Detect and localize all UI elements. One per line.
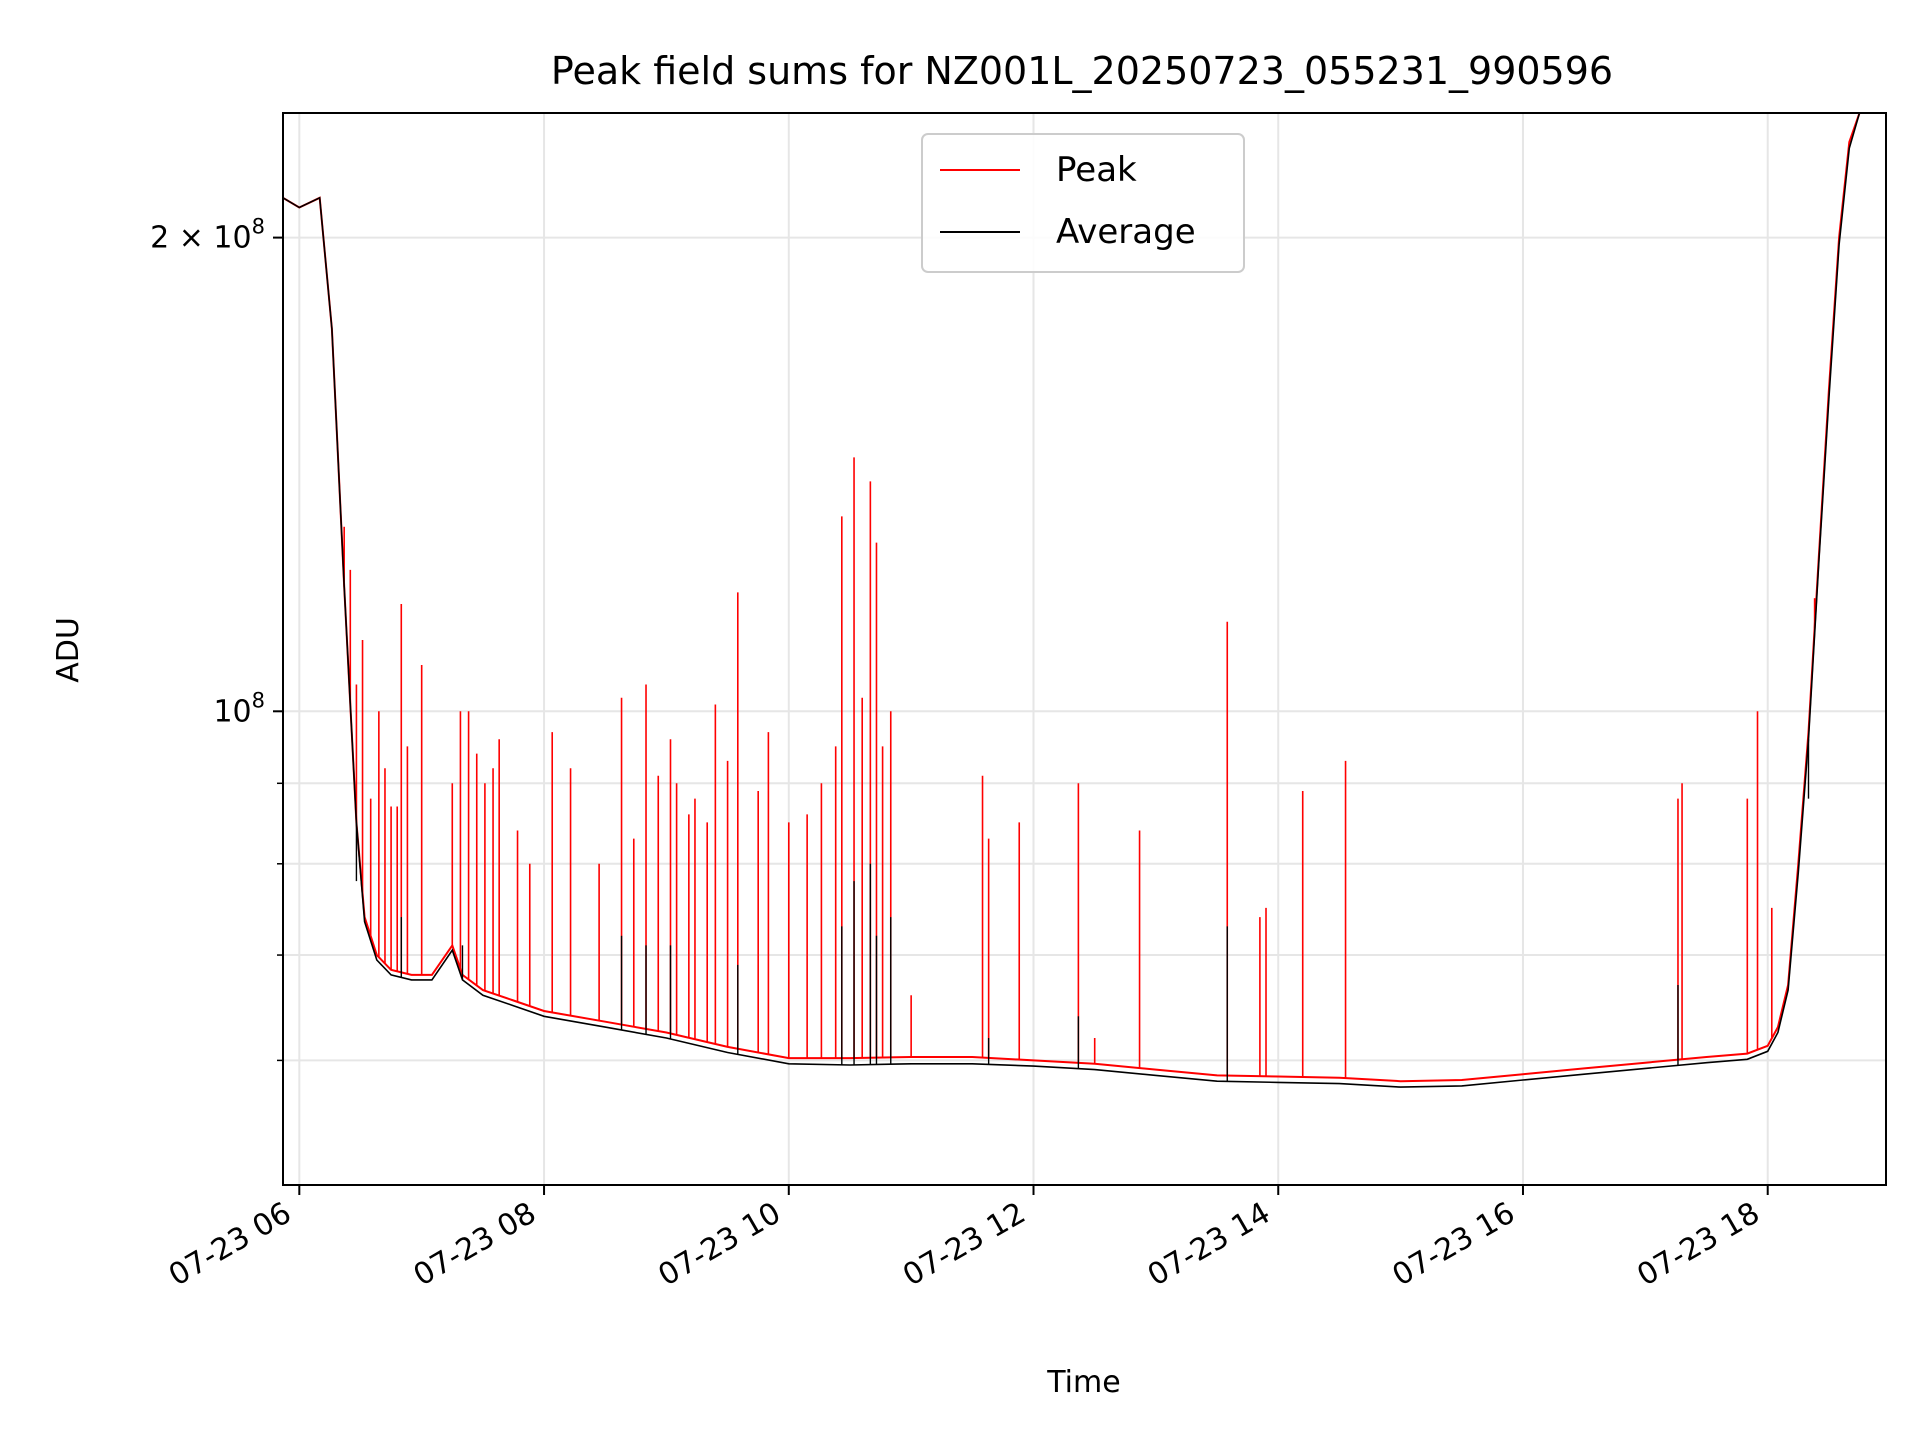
chart-title: Peak field sums for NZ001L_20250723_0552… (551, 49, 1613, 93)
y-axis-label: ADU (51, 617, 86, 683)
legend: Peak Average (921, 133, 1245, 273)
plot-frame (282, 112, 1887, 1186)
y-axis: 108 2 × 108 (150, 215, 283, 1062)
legend-label-peak: Peak (1056, 150, 1137, 190)
y-tick-label: 2 × 108 (150, 215, 265, 256)
legend-box (921, 133, 1245, 273)
x-axis-label: Time (1046, 1365, 1120, 1400)
series-average-line (283, 113, 1886, 1088)
plot-area (283, 113, 1886, 1088)
y-tick-label: 108 (213, 688, 265, 729)
grid (283, 113, 1886, 1185)
legend-label-average: Average (1056, 212, 1196, 252)
